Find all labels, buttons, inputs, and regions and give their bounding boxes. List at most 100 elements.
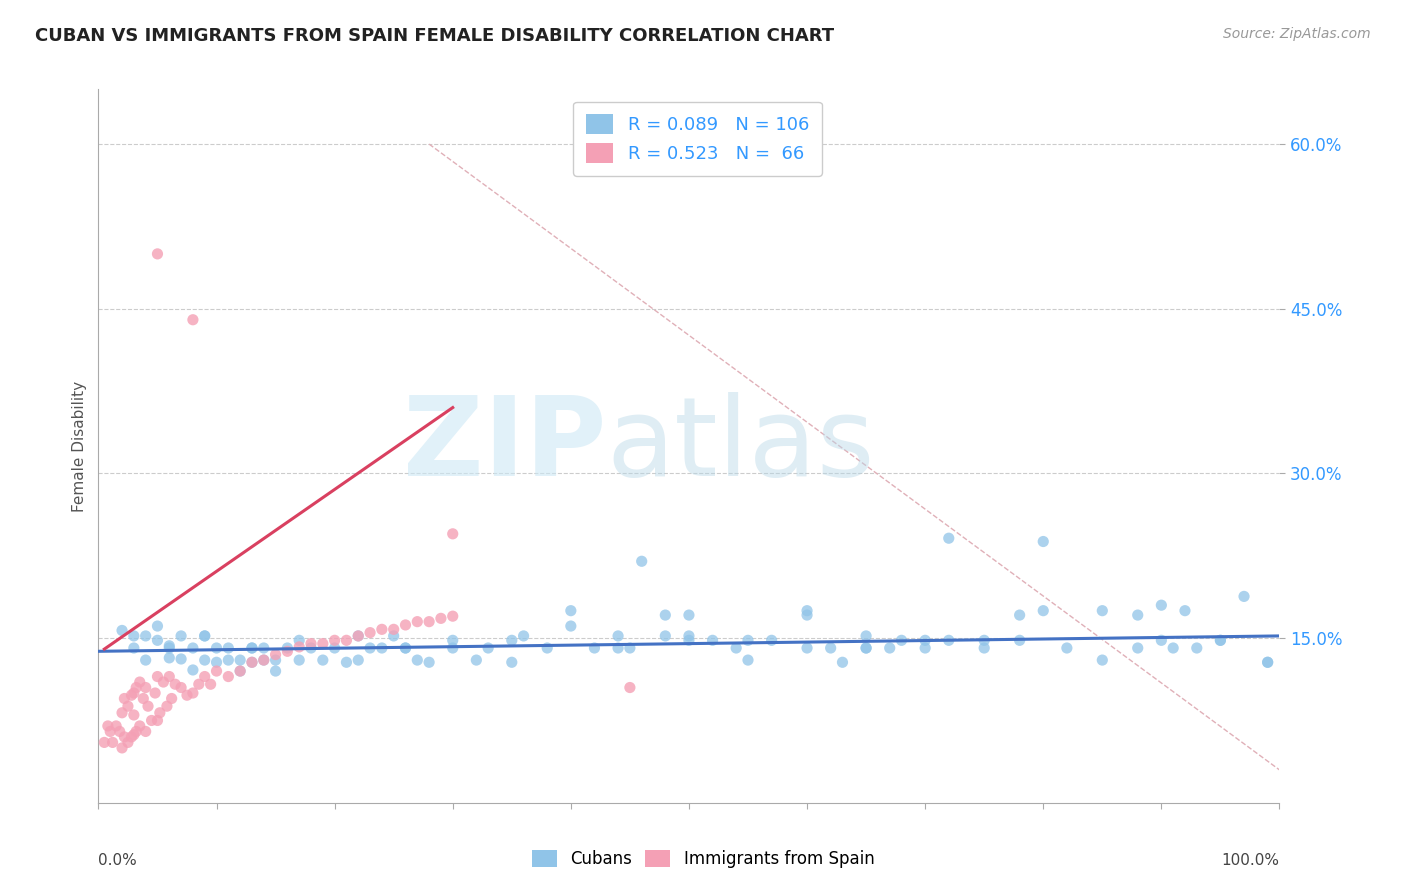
Point [141, 714, 163, 728]
Point [359, 625, 381, 640]
Point [855, 629, 877, 643]
Legend: Cubans, Immigrants from Spain: Cubans, Immigrants from Spain [524, 843, 882, 875]
Point [135, 629, 157, 643]
Point [121, 730, 143, 744]
Point [217, 669, 239, 683]
Point [441, 609, 464, 624]
Point [465, 653, 488, 667]
Point [111, 624, 134, 638]
Point [165, 677, 187, 691]
Point [205, 655, 228, 669]
Point [136, 699, 159, 714]
Text: ZIP: ZIP [404, 392, 606, 500]
Point [430, 611, 453, 625]
Point [654, 629, 676, 643]
Y-axis label: Female Disability: Female Disability [72, 380, 87, 512]
Point [1257, 655, 1279, 669]
Point [128, 675, 150, 690]
Point [406, 615, 429, 629]
Point [583, 640, 606, 655]
Point [112, 730, 135, 744]
Point [1008, 608, 1031, 623]
Point [1185, 640, 1208, 655]
Point [512, 629, 534, 643]
Point [229, 653, 252, 667]
Point [157, 639, 180, 653]
Point [181, 663, 204, 677]
Point [122, 629, 145, 643]
Point [264, 664, 287, 678]
Point [1209, 633, 1232, 648]
Point [1032, 534, 1054, 549]
Point [253, 640, 276, 655]
Point [157, 651, 180, 665]
Point [122, 640, 145, 655]
Point [264, 653, 287, 667]
Point [194, 653, 217, 667]
Text: atlas: atlas [606, 392, 875, 500]
Legend: R = 0.089   N = 106, R = 0.523   N =  66: R = 0.089 N = 106, R = 0.523 N = 66 [574, 102, 821, 176]
Point [149, 706, 172, 720]
Point [135, 653, 157, 667]
Point [1209, 633, 1232, 648]
Point [1032, 604, 1054, 618]
Point [205, 664, 228, 678]
Point [560, 604, 582, 618]
Point [477, 640, 499, 655]
Point [501, 655, 523, 669]
Point [98, 724, 121, 739]
Point [217, 653, 239, 667]
Point [879, 640, 901, 655]
Point [831, 655, 853, 669]
Point [820, 640, 842, 655]
Point [619, 640, 641, 655]
Text: 0.0%: 0.0% [98, 853, 138, 868]
Point [441, 526, 464, 541]
Point [441, 633, 464, 648]
Point [406, 653, 429, 667]
Point [973, 633, 995, 648]
Point [194, 629, 217, 643]
Point [938, 531, 960, 545]
Point [1126, 608, 1149, 623]
Point [382, 629, 405, 643]
Point [1257, 655, 1279, 669]
Point [619, 681, 641, 695]
Point [205, 640, 228, 655]
Point [105, 719, 128, 733]
Point [371, 640, 394, 655]
Point [176, 688, 198, 702]
Point [170, 629, 193, 643]
Point [1126, 640, 1149, 655]
Point [630, 554, 652, 568]
Point [117, 735, 139, 749]
Point [240, 640, 263, 655]
Point [1150, 598, 1173, 612]
Point [890, 633, 912, 648]
Point [938, 633, 960, 648]
Point [156, 699, 179, 714]
Point [973, 640, 995, 655]
Point [737, 633, 759, 648]
Point [240, 640, 263, 655]
Point [157, 640, 180, 655]
Point [108, 724, 131, 739]
Point [418, 655, 440, 669]
Point [194, 629, 217, 643]
Point [170, 652, 193, 666]
Point [1150, 633, 1173, 648]
Point [1174, 604, 1197, 618]
Point [264, 648, 287, 662]
Point [335, 655, 357, 669]
Point [323, 640, 346, 655]
Text: CUBAN VS IMMIGRANTS FROM SPAIN FEMALE DISABILITY CORRELATION CHART: CUBAN VS IMMIGRANTS FROM SPAIN FEMALE DI… [35, 27, 834, 45]
Point [359, 640, 381, 655]
Point [146, 714, 169, 728]
Point [1091, 604, 1114, 618]
Point [761, 633, 783, 648]
Point [240, 655, 263, 669]
Point [187, 677, 209, 691]
Point [607, 640, 630, 655]
Point [276, 640, 298, 655]
Point [111, 706, 134, 720]
